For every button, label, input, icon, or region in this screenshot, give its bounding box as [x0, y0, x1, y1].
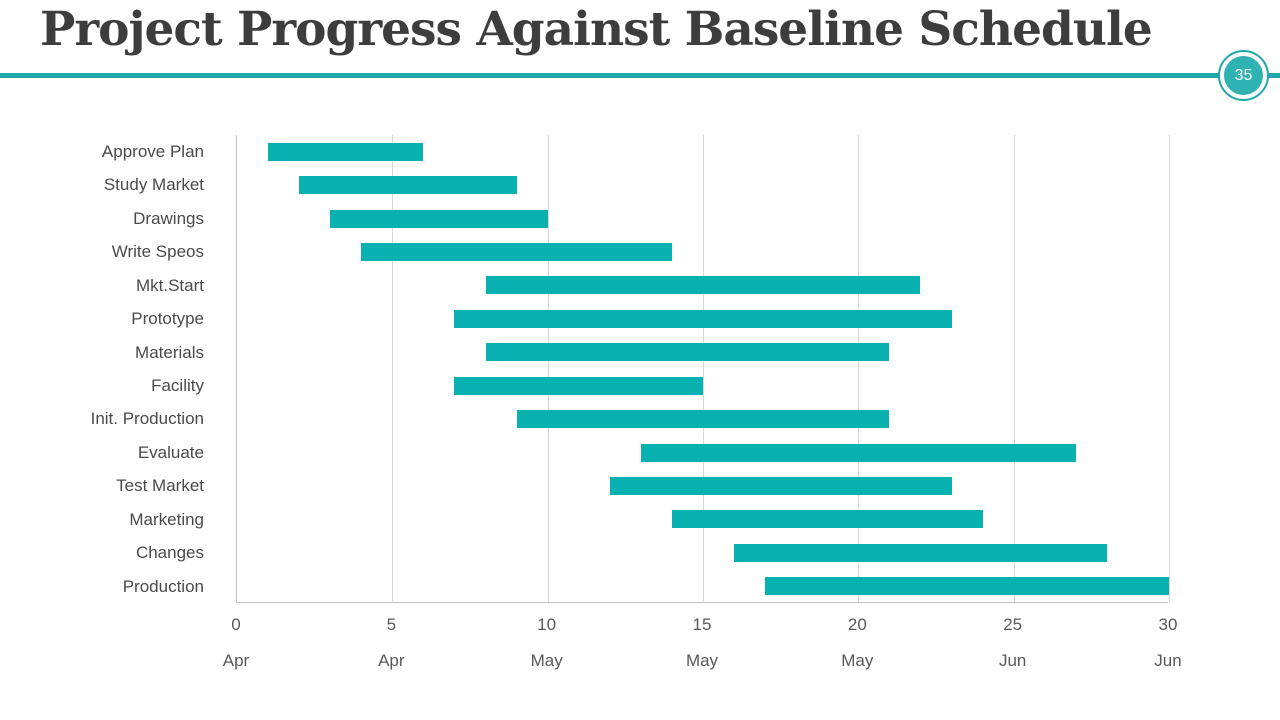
task-label: Mkt.Start: [135, 275, 204, 295]
task-label: Init. Production: [90, 409, 204, 429]
gridline: [547, 135, 549, 602]
page-title: Project Progress Against Baseline Schedu…: [40, 2, 1153, 57]
task-label: Approve Plan: [101, 142, 204, 161]
x-axis: 0 Apr 5 Apr 10 May 15 May 20 May 25 Jun 30 Jun: [223, 603, 1182, 675]
gantt-bar: [268, 142, 424, 161]
gantt-chart: Approve Plan Study Market Drawings Write Sp…: [0, 135, 1280, 675]
gridline: [703, 135, 704, 602]
x-tick-month: May: [685, 651, 719, 670]
task-label: Prototype: [131, 309, 204, 329]
x-tick-month: Jun: [998, 651, 1027, 670]
gantt-bar: [299, 176, 517, 195]
x-tick-number: 0: [231, 615, 241, 634]
task-label: Evaluate: [137, 442, 204, 462]
task-label: Write Speos: [111, 242, 204, 262]
gantt-bar: [485, 276, 921, 295]
task-label: Facility: [151, 376, 204, 395]
gantt-bar: [734, 543, 1107, 562]
plot-area: [236, 135, 1170, 603]
gantt-bar: [640, 443, 1076, 462]
x-tick-month: May: [841, 651, 874, 670]
gantt-bar: [454, 309, 952, 328]
gantt-bar: [765, 577, 1169, 596]
gantt-bar: [671, 510, 983, 529]
gridline: [858, 135, 860, 602]
gantt-bar: [609, 477, 952, 495]
x-tick-number: 10: [537, 615, 557, 634]
x-tick-month: Apr: [222, 651, 250, 670]
gantt-bar: [454, 376, 703, 395]
page-number: 35: [1224, 56, 1263, 95]
task-label: Study Market: [103, 175, 204, 195]
task-label: Production: [122, 576, 204, 596]
x-tick-month: May: [530, 651, 563, 670]
gridline: [1013, 135, 1015, 602]
gridline: [392, 135, 394, 602]
x-tick-month: Apr: [378, 651, 405, 670]
task-labels: Approve Plan Study Market Drawings Write Sp…: [0, 135, 220, 603]
task-label: Changes: [135, 543, 204, 563]
gantt-bar: [361, 243, 672, 261]
page-number-badge: 35: [1218, 50, 1269, 101]
gantt-bar: [485, 343, 890, 362]
gantt-bar: [516, 410, 890, 429]
task-label: Test Market: [116, 476, 204, 496]
x-tick-number: 20: [847, 615, 867, 634]
task-label: Marketing: [129, 509, 204, 529]
title-divider: [0, 73, 1280, 78]
x-tick-number: 25: [1003, 615, 1023, 634]
x-tick-number: 15: [692, 615, 712, 634]
x-tick-number: 30: [1158, 615, 1178, 634]
gantt-bar: [330, 209, 548, 228]
task-label: Materials: [135, 342, 204, 362]
x-tick-month: Jun: [1154, 651, 1182, 670]
task-label: Drawings: [133, 208, 204, 228]
gridline: [1169, 135, 1170, 602]
x-tick-number: 5: [386, 615, 397, 634]
